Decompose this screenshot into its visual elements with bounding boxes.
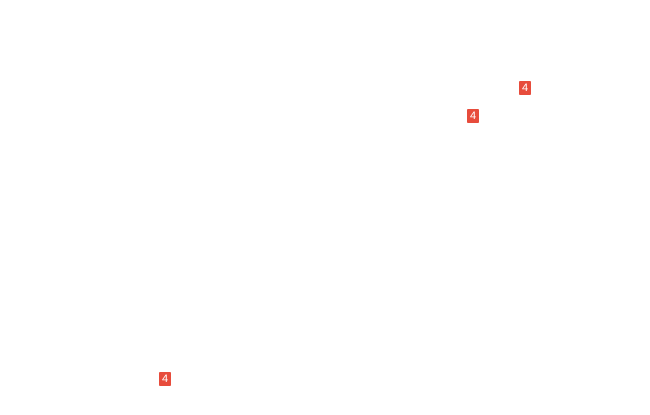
cluster-marker[interactable]: 4 <box>519 81 531 95</box>
cluster-marker[interactable]: 4 <box>159 372 171 386</box>
cluster-count-label: 4 <box>521 81 529 94</box>
cluster-marker[interactable]: 4 <box>467 109 479 123</box>
cluster-count-label: 4 <box>469 109 477 122</box>
cluster-count-label: 4 <box>161 372 169 385</box>
